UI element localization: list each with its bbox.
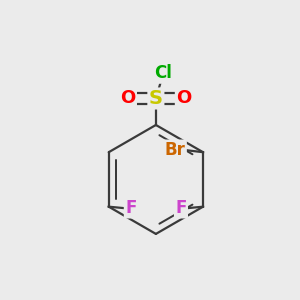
Text: Br: Br (165, 141, 185, 159)
Text: Cl: Cl (154, 64, 172, 82)
Text: F: F (175, 199, 187, 217)
Text: S: S (149, 89, 163, 108)
Text: O: O (120, 89, 136, 107)
Text: F: F (125, 199, 136, 217)
Text: O: O (176, 89, 191, 107)
